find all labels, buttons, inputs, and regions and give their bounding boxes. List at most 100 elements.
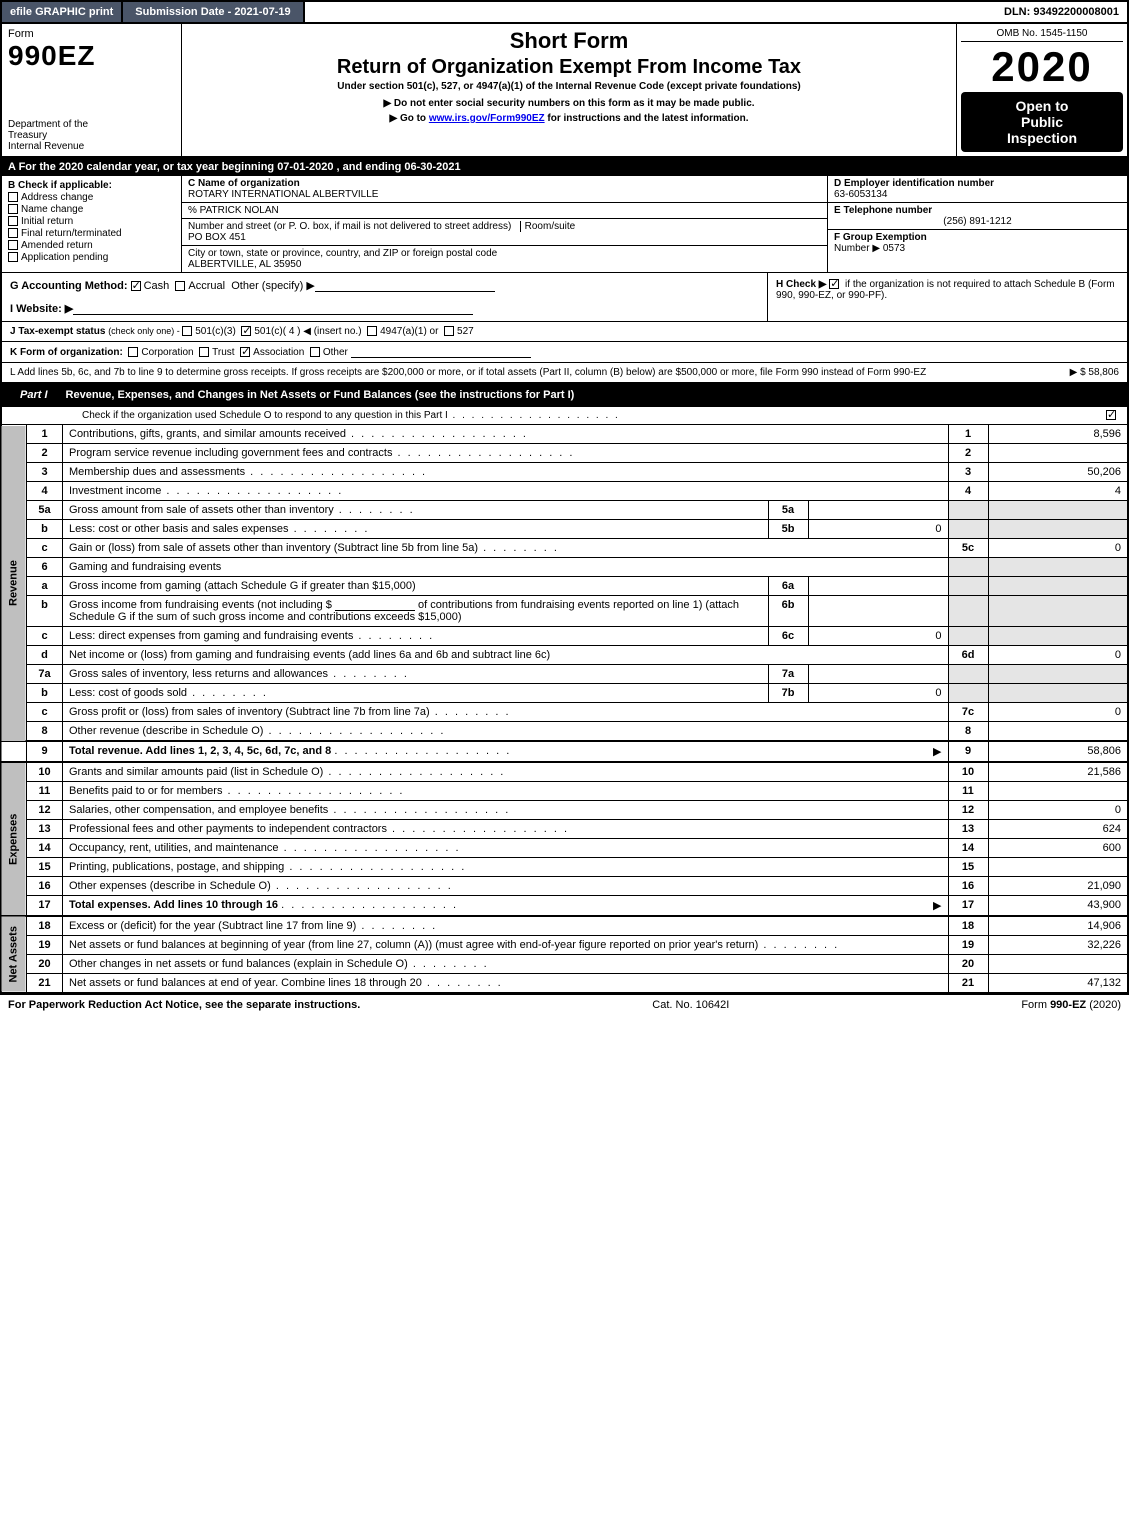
l2-value xyxy=(988,444,1128,463)
g-label: G Accounting Method: xyxy=(10,280,128,292)
k-corp: Corporation xyxy=(141,347,193,358)
l7b-sub: 7b xyxy=(768,684,808,703)
l6a-shadev xyxy=(988,577,1128,596)
l3-amtlabel: 3 xyxy=(948,463,988,482)
l4-desc: Investment income xyxy=(63,482,949,501)
l13-desc: Professional fees and other payments to … xyxy=(63,820,949,839)
l6-shade xyxy=(948,558,988,577)
j-label: J Tax-exempt status xyxy=(10,326,108,337)
check-other-org[interactable] xyxy=(310,347,320,357)
check-527[interactable] xyxy=(444,326,454,336)
open-line2: Public xyxy=(1021,114,1063,130)
l8-num: 8 xyxy=(27,722,63,742)
part1-header: Part I Revenue, Expenses, and Changes in… xyxy=(0,383,1129,407)
line-5c: c Gain or (loss) from sale of assets oth… xyxy=(1,539,1128,558)
check-h-scheduleb[interactable] xyxy=(829,279,839,289)
l18-desc: Excess or (deficit) for the year (Subtra… xyxy=(63,916,949,936)
line-10: Expenses 10 Grants and similar amounts p… xyxy=(1,762,1128,782)
open-to-public-badge: Open to Public Inspection xyxy=(961,92,1123,152)
l6a-sub: 6a xyxy=(768,577,808,596)
column-c: C Name of organization ROTARY INTERNATIO… xyxy=(182,176,827,272)
submission-date-button[interactable]: Submission Date - 2021-07-19 xyxy=(123,2,304,22)
website-field[interactable] xyxy=(73,303,473,315)
l5b-shade xyxy=(948,520,988,539)
l7a-shade xyxy=(948,665,988,684)
d-ein-value: 63-6053134 xyxy=(834,189,887,200)
l15-amtlabel: 15 xyxy=(948,858,988,877)
l7c-value: 0 xyxy=(988,703,1128,722)
l7a-num: 7a xyxy=(27,665,63,684)
check-501c[interactable] xyxy=(241,326,251,336)
k-other-field[interactable] xyxy=(351,346,531,358)
check-name-change[interactable]: Name change xyxy=(8,204,175,215)
check-amended-return[interactable]: Amended return xyxy=(8,240,175,251)
l13-value: 624 xyxy=(988,820,1128,839)
l5a-shadev xyxy=(988,501,1128,520)
line-11: 11 Benefits paid to or for members 11 xyxy=(1,782,1128,801)
check-501c3[interactable] xyxy=(182,326,192,336)
room-suite-label: Room/suite xyxy=(520,221,576,232)
l4-value: 4 xyxy=(988,482,1128,501)
footer-left: For Paperwork Reduction Act Notice, see … xyxy=(8,999,360,1011)
l5c-desc: Gain or (loss) from sale of assets other… xyxy=(63,539,949,558)
l9-desc: Total revenue. Add lines 1, 2, 3, 4, 5c,… xyxy=(69,745,331,757)
check-4947[interactable] xyxy=(367,326,377,336)
l18-value: 14,906 xyxy=(988,916,1128,936)
l6b-desc: Gross income from fundraising events (no… xyxy=(63,596,769,627)
l6b-desc1: Gross income from fundraising events (no… xyxy=(69,599,332,611)
l7c-num: c xyxy=(27,703,63,722)
j-o2: 501(c)( 4 ) ◀ (insert no.) xyxy=(254,326,361,337)
l6c-num: c xyxy=(27,627,63,646)
footer-right: Form 990-EZ (2020) xyxy=(1021,999,1121,1011)
check-trust[interactable] xyxy=(199,347,209,357)
line-16: 16 Other expenses (describe in Schedule … xyxy=(1,877,1128,896)
g-other-field[interactable] xyxy=(315,280,495,292)
lines-table: Revenue 1 Contributions, gifts, grants, … xyxy=(0,425,1129,993)
check-association[interactable] xyxy=(240,347,250,357)
l21-value: 47,132 xyxy=(988,974,1128,993)
l18-amtlabel: 18 xyxy=(948,916,988,936)
check-final-return[interactable]: Final return/terminated xyxy=(8,228,175,239)
irs-link[interactable]: www.irs.gov/Form990EZ xyxy=(429,113,545,124)
l4-amtlabel: 4 xyxy=(948,482,988,501)
check-application-pending[interactable]: Application pending xyxy=(8,252,175,263)
l5a-desc: Gross amount from sale of assets other t… xyxy=(63,501,769,520)
l6b-blank[interactable] xyxy=(335,599,415,611)
l-value: 58,806 xyxy=(1088,367,1119,378)
check-accrual[interactable] xyxy=(175,281,185,291)
j-o1: 501(c)(3) xyxy=(195,326,236,337)
f-group-row: F Group Exemption Number ▶ 0573 xyxy=(828,230,1127,256)
under-section-text: Under section 501(c), 527, or 4947(a)(1)… xyxy=(190,81,948,92)
k-assoc: Association xyxy=(253,347,304,358)
col-g: G Accounting Method: Cash Accrual Other … xyxy=(2,273,767,321)
l6c-desc: Less: direct expenses from gaming and fu… xyxy=(63,627,769,646)
check-cash[interactable] xyxy=(131,281,141,291)
line-3: 3 Membership dues and assessments 3 50,2… xyxy=(1,463,1128,482)
l6a-shade xyxy=(948,577,988,596)
l16-desc: Other expenses (describe in Schedule O) xyxy=(63,877,949,896)
l14-value: 600 xyxy=(988,839,1128,858)
line-6c: c Less: direct expenses from gaming and … xyxy=(1,627,1128,646)
l6c-subval: 0 xyxy=(808,627,948,646)
check-corporation[interactable] xyxy=(128,347,138,357)
check-schedule-o[interactable] xyxy=(1106,410,1116,420)
line-6a: a Gross income from gaming (attach Sched… xyxy=(1,577,1128,596)
l7b-shade xyxy=(948,684,988,703)
check-initial-return[interactable]: Initial return xyxy=(8,216,175,227)
l14-num: 14 xyxy=(27,839,63,858)
g-cash: Cash xyxy=(144,280,170,292)
j-sub: (check only one) - xyxy=(108,326,182,336)
l3-num: 3 xyxy=(27,463,63,482)
dept-line3: Internal Revenue xyxy=(8,141,84,152)
l21-desc: Net assets or fund balances at end of ye… xyxy=(63,974,949,993)
l6b-shadev xyxy=(988,596,1128,627)
l6-desc: Gaming and fundraising events xyxy=(63,558,949,577)
l7b-shadev xyxy=(988,684,1128,703)
l10-amtlabel: 10 xyxy=(948,762,988,782)
row-k: K Form of organization: Corporation Trus… xyxy=(0,342,1129,363)
dln-label: DLN: 93492200008001 xyxy=(996,2,1127,22)
side-blank-9 xyxy=(1,741,27,762)
f-group-label2: Number ▶ xyxy=(834,243,880,254)
efile-graphic-print-button[interactable]: efile GRAPHIC print xyxy=(2,2,123,22)
check-address-change[interactable]: Address change xyxy=(8,192,175,203)
